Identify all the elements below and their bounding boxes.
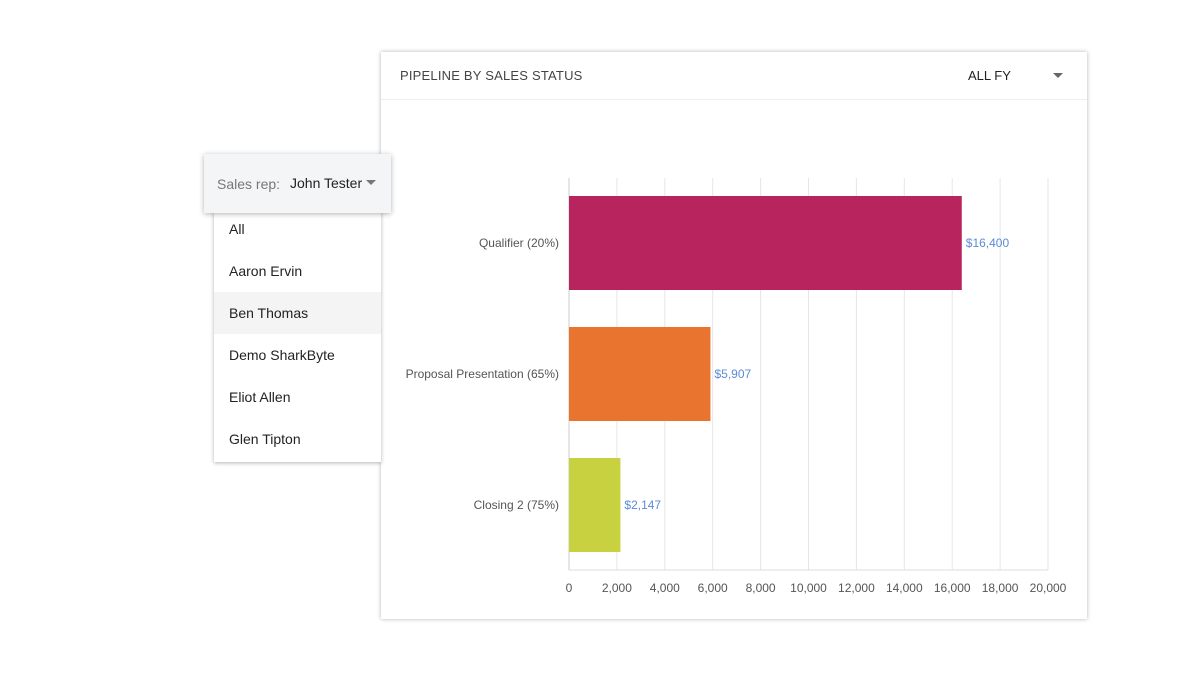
- x-tick-label: 18,000: [982, 581, 1019, 595]
- dropdown-option[interactable]: Demo SharkByte: [229, 347, 335, 363]
- dropdown-option[interactable]: Eliot Allen: [229, 389, 291, 405]
- data-label: $16,400: [966, 236, 1010, 250]
- data-label: $2,147: [624, 498, 661, 512]
- x-tick-label: 12,000: [838, 581, 875, 595]
- bar: [569, 196, 962, 290]
- chart-title: PIPELINE BY SALES STATUS: [400, 68, 583, 83]
- dropdown-option[interactable]: Glen Tipton: [229, 431, 301, 447]
- x-tick-label: 8,000: [746, 581, 776, 595]
- chevron-down-icon[interactable]: [366, 180, 376, 185]
- x-tick-label: 4,000: [650, 581, 680, 595]
- x-tick-label: 20,000: [1030, 581, 1067, 595]
- x-tick-label: 2,000: [602, 581, 632, 595]
- data-label: $5,907: [714, 367, 751, 381]
- x-tick-label: 14,000: [886, 581, 923, 595]
- category-label: Closing 2 (75%): [474, 498, 559, 512]
- category-label: Proposal Presentation (65%): [406, 367, 559, 381]
- dropdown-option[interactable]: All: [229, 221, 245, 237]
- dropdown-option[interactable]: Ben Thomas: [214, 292, 381, 334]
- sales-rep-dropdown: All Aaron Ervin Ben Thomas Demo SharkByt…: [214, 208, 381, 462]
- category-label: Qualifier (20%): [479, 236, 559, 250]
- x-tick-label: 16,000: [934, 581, 971, 595]
- chart-card: PIPELINE BY SALES STATUS ALL FY: [381, 52, 1087, 619]
- bar: [569, 327, 711, 421]
- chevron-down-icon[interactable]: [1053, 73, 1063, 78]
- x-tick-label: 10,000: [790, 581, 827, 595]
- bar: [569, 458, 621, 552]
- x-tick-label: 6,000: [698, 581, 728, 595]
- sales-rep-select[interactable]: Sales rep: John Tester: [204, 154, 391, 213]
- dropdown-option[interactable]: Aaron Ervin: [229, 263, 303, 279]
- x-tick-label: 0: [566, 581, 573, 595]
- period-select[interactable]: ALL FY: [968, 68, 1011, 83]
- card-header: PIPELINE BY SALES STATUS ALL FY: [381, 52, 1087, 100]
- sales-rep-label: Sales rep:: [217, 176, 281, 192]
- sales-rep-value[interactable]: John Tester: [290, 175, 363, 191]
